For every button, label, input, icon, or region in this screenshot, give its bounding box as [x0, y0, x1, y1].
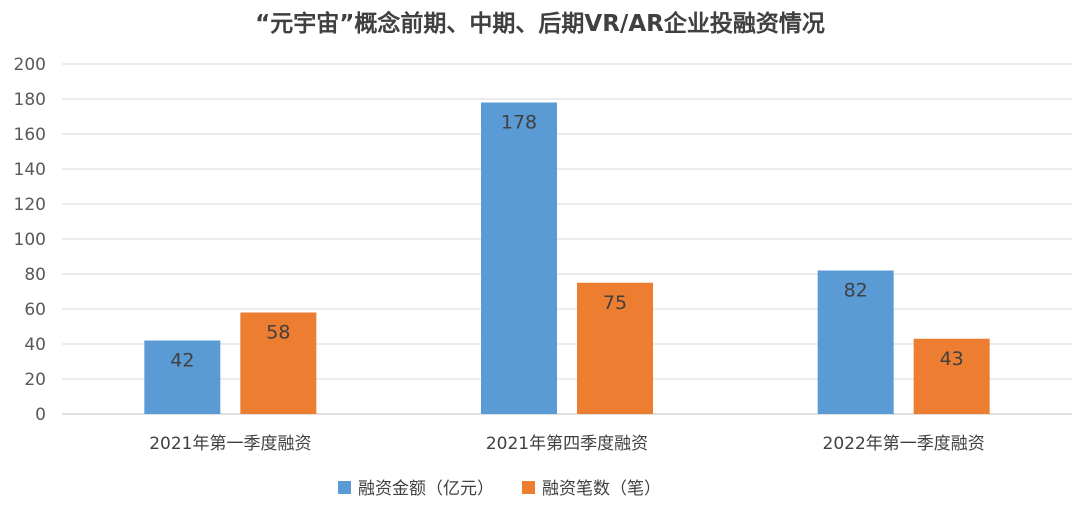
y-tick-label: 180	[14, 90, 46, 110]
y-tick-label: 80	[24, 265, 46, 285]
y-tick-label: 160	[14, 125, 46, 145]
bar	[144, 340, 221, 414]
category-label: 2021年第四季度融资	[486, 434, 648, 454]
legend: 融资金额（亿元） 融资笔数（笔）	[338, 479, 661, 499]
y-tick-label: 140	[14, 160, 46, 180]
data-label: 75	[603, 292, 627, 314]
data-label: 58	[266, 322, 290, 344]
legend-label: 融资金额（亿元）	[358, 479, 494, 499]
y-tick-label: 200	[14, 55, 46, 75]
y-axis: 0 20 40 60 80 100 120 140 160 180 200	[14, 55, 46, 425]
bars	[144, 102, 990, 414]
data-labels: 42 58 178 75 82 43	[170, 112, 964, 372]
x-axis: 2021年第一季度融资 2021年第四季度融资 2022年第一季度融资	[149, 434, 985, 454]
bar	[481, 102, 557, 414]
data-label: 178	[501, 112, 537, 134]
y-tick-label: 100	[14, 230, 46, 250]
legend-swatch	[338, 481, 351, 494]
category-label: 2021年第一季度融资	[149, 434, 311, 454]
y-tick-label: 120	[14, 195, 46, 215]
y-tick-label: 40	[24, 335, 46, 355]
data-label: 43	[940, 348, 964, 370]
y-tick-label: 20	[24, 370, 46, 390]
y-tick-label: 0	[35, 405, 46, 425]
bar	[240, 312, 317, 414]
data-label: 82	[844, 280, 868, 302]
category-label: 2022年第一季度融资	[823, 434, 985, 454]
y-tick-label: 60	[24, 300, 46, 320]
bar	[913, 338, 990, 414]
legend-label: 融资笔数（笔）	[542, 479, 661, 499]
bar	[817, 270, 894, 414]
legend-swatch	[522, 481, 535, 494]
grid	[62, 63, 1072, 415]
bar	[577, 282, 653, 414]
data-label: 42	[170, 350, 194, 372]
chart-title: “元宇宙”概念前期、中期、后期VR/AR企业投融资情况	[255, 10, 825, 37]
